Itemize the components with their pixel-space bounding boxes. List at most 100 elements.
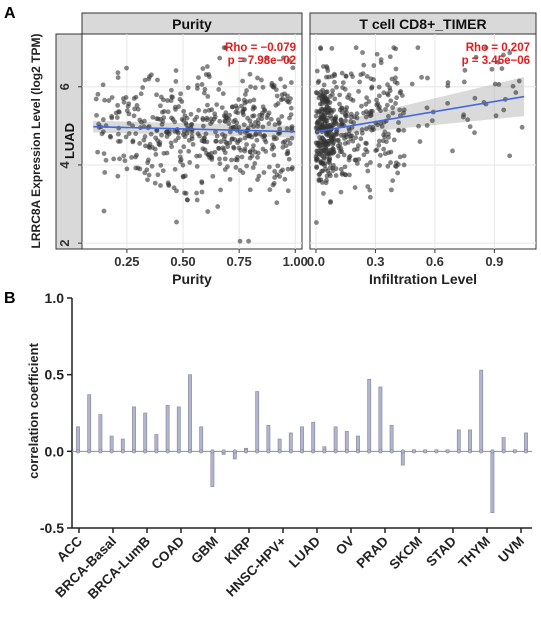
bar (490, 451, 495, 513)
left-point (250, 165, 256, 170)
left-point (248, 84, 253, 90)
left-point (289, 166, 295, 172)
bar (288, 432, 293, 452)
left-point (124, 166, 130, 172)
left-point (272, 168, 278, 174)
left-point (282, 84, 288, 90)
left-point (246, 238, 251, 244)
left-fit-line (93, 125, 296, 133)
right-point (507, 153, 513, 159)
left-point (237, 238, 243, 244)
bar-category-label: PRAD (353, 533, 391, 571)
right-point (367, 194, 373, 200)
right-point (519, 124, 525, 130)
right-point (360, 71, 366, 77)
left-point (226, 121, 232, 126)
left-point (200, 66, 206, 71)
bar-category-label: HNSC-HPV+ (223, 533, 289, 599)
bar-y-tick-label: 0.0 (45, 443, 65, 459)
right-point (313, 113, 319, 119)
right-point (416, 123, 421, 129)
left-point (261, 133, 267, 139)
right-point (364, 141, 369, 146)
right-point (376, 84, 382, 90)
left-point (250, 147, 256, 152)
left-point (199, 82, 205, 87)
right-point (393, 66, 399, 72)
bar (76, 426, 80, 452)
bar (479, 369, 484, 452)
left-point (213, 138, 219, 144)
bar-base-dot (266, 449, 271, 454)
right-point (396, 127, 402, 133)
right-point (335, 137, 341, 143)
right-point (339, 70, 345, 76)
left-point (264, 55, 270, 61)
right-point (425, 75, 430, 81)
left-point (178, 91, 184, 97)
left-point (244, 163, 250, 169)
right-point (397, 154, 403, 160)
right-point (356, 88, 361, 94)
left-point (200, 123, 206, 129)
left-point (215, 204, 221, 209)
bar (501, 437, 506, 452)
right-point (323, 166, 329, 172)
left-point (251, 113, 257, 119)
right-point (363, 147, 369, 152)
left-point (288, 112, 294, 117)
left-point (114, 115, 120, 120)
left-point (223, 113, 229, 119)
left-point (122, 158, 128, 164)
bar (143, 412, 148, 452)
left-point (284, 151, 290, 157)
right-point (363, 114, 369, 120)
left-point (230, 124, 236, 130)
left-point (236, 97, 242, 102)
left-point (93, 96, 99, 102)
left-point (155, 172, 161, 178)
left-point (236, 145, 242, 151)
right-point (339, 149, 345, 154)
left-point (94, 112, 99, 118)
right-point (385, 82, 390, 88)
right-point (377, 93, 382, 99)
left-regression-line (93, 125, 296, 133)
bar (468, 429, 472, 452)
right-point (315, 156, 321, 162)
left-point (235, 140, 240, 146)
left-point (221, 45, 227, 51)
right-point (389, 187, 394, 193)
right-point (395, 170, 401, 176)
right-point (320, 87, 326, 93)
right-point (322, 150, 327, 156)
left-point (282, 139, 288, 145)
left-point (206, 107, 212, 113)
right-point (391, 45, 397, 51)
left-point (271, 136, 277, 142)
left-point (201, 135, 207, 141)
right-point (351, 120, 356, 126)
right-point (513, 90, 519, 95)
left-point (166, 183, 172, 188)
right-p-text: p = 3.45e−06 (462, 55, 530, 67)
right-point (361, 152, 367, 158)
left-point (101, 208, 107, 214)
left-point (133, 165, 139, 171)
left-point (239, 154, 245, 160)
left-point (117, 138, 123, 144)
bar-base-dot (411, 449, 416, 454)
right-point (386, 113, 391, 119)
right-point (314, 165, 319, 170)
bar-category-label: STAD (423, 533, 459, 569)
right-point (374, 97, 379, 103)
bar-base-dot (355, 449, 360, 454)
left-point (245, 115, 251, 121)
right-point (342, 141, 348, 146)
bar-base-dot (255, 449, 260, 454)
left-point (199, 180, 205, 186)
bar (356, 435, 360, 452)
right-point (394, 95, 400, 101)
right-point (352, 185, 358, 190)
left-point (109, 114, 115, 119)
